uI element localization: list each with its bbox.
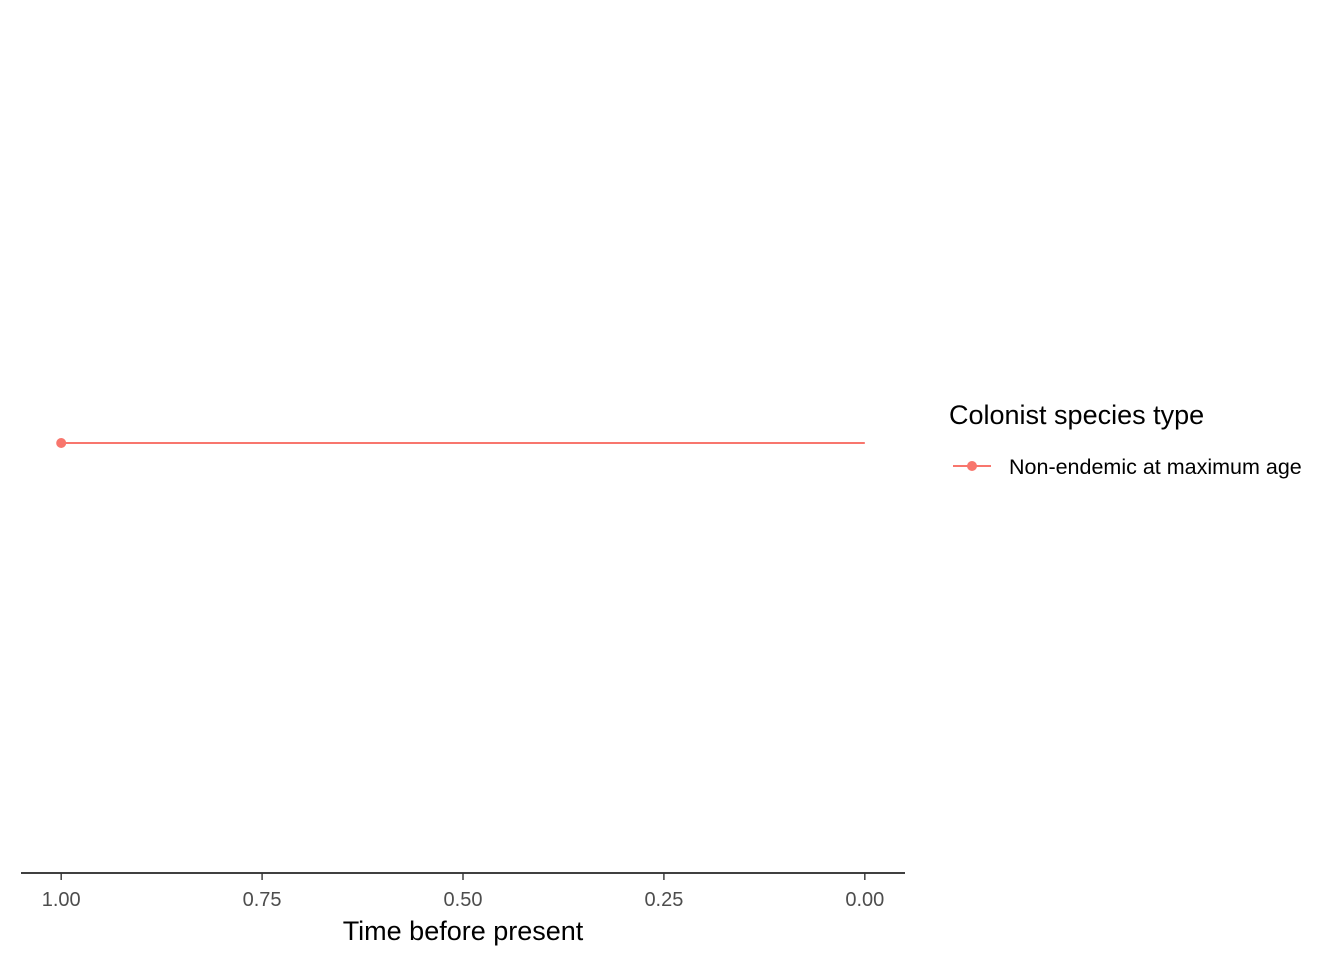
series-layer xyxy=(56,438,865,448)
legend: Colonist species type Non-endemic at max… xyxy=(949,400,1302,479)
x-tick-label: 0.50 xyxy=(444,889,483,911)
x-tick-label: 0.75 xyxy=(243,889,282,911)
x-tick-label: 0.00 xyxy=(845,889,884,911)
x-tick-label: 1.00 xyxy=(42,889,81,911)
legend-items: Non-endemic at maximum age xyxy=(953,455,1302,479)
legend-title: Colonist species type xyxy=(949,400,1204,430)
legend-key-point xyxy=(967,461,977,471)
x-axis-ticks: 1.00 0.75 0.50 0.25 0.00 xyxy=(42,873,884,911)
legend-label: Non-endemic at maximum age xyxy=(1009,455,1302,479)
plot-panel xyxy=(56,438,865,448)
x-axis-title: Time before present xyxy=(343,916,584,946)
x-tick-label: 0.25 xyxy=(644,889,683,911)
series-point xyxy=(56,438,67,448)
